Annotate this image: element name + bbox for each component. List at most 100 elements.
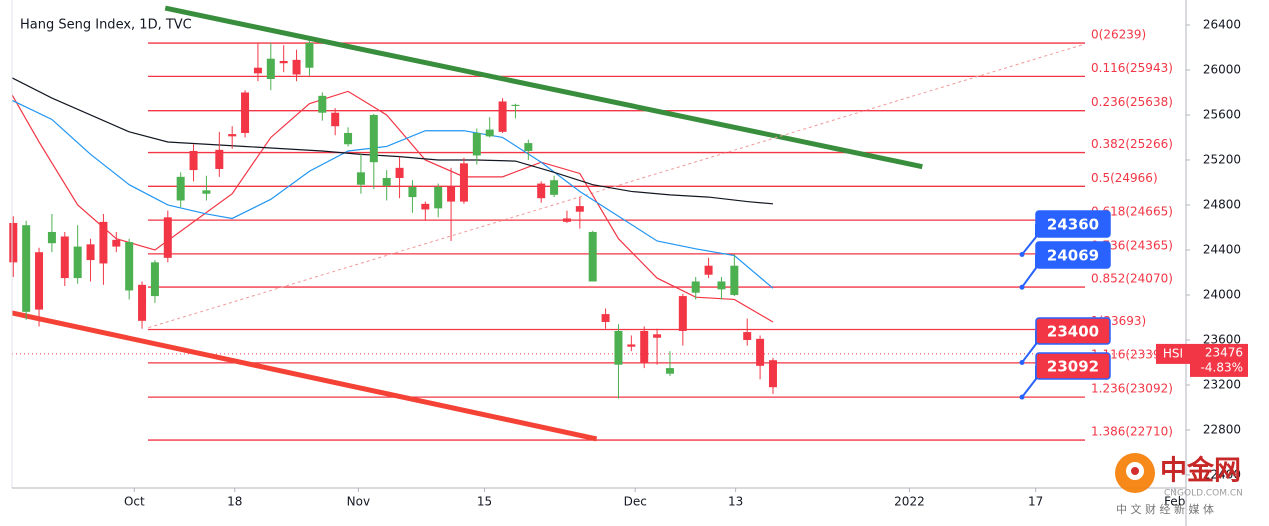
candle-body [562,218,571,222]
x-tick-label: 17 [1028,495,1043,509]
x-tick-label: Feb [1164,495,1185,509]
candle-body [369,114,378,163]
candle-body [524,143,533,151]
fib-label: 1.386(22710) [1091,425,1173,439]
candle-body [163,217,172,258]
y-tick-label: 24400 [1203,242,1241,256]
candle-body [344,132,353,145]
badge [1035,352,1111,380]
price-label-bg [1190,343,1248,377]
candle-body [266,58,275,79]
watermark: 中金网 CNGOLD.COM.CN 中 文 财 经 新 媒 体 [1115,453,1243,516]
candle-body [743,332,752,340]
candle-body [395,167,404,178]
x-tick-label: 2022 [894,495,925,509]
chart-title: Hang Seng Index, 1D, TVC [20,18,192,33]
x-tick-label: Dec [624,495,647,509]
candle-body [241,92,250,133]
candle-body [614,330,623,365]
y-tick-label: 22400 [1203,467,1241,481]
badge-text: 24069 [1047,247,1099,265]
y-tick-label: 25600 [1203,107,1241,121]
y-tick-label: 22800 [1203,422,1241,436]
fib-label: 0.618(24665) [1091,205,1173,219]
candle-body [588,231,597,282]
candle-body [498,101,507,132]
trendline [148,43,1085,329]
badge-anchor [1019,394,1025,400]
badge-text: 23400 [1047,323,1099,341]
candle-body [601,314,610,322]
candle-body [537,183,546,199]
candle-body [627,344,636,347]
candle-body [202,190,211,194]
badge-anchor [1019,251,1025,257]
candle-body [125,242,134,291]
badge [1035,210,1111,238]
logo-dot [1131,467,1139,475]
candle-body [279,60,288,64]
x-tick-label: Nov [347,495,370,509]
candle-body [138,284,147,321]
candle-body [485,129,494,137]
candle-body [640,330,649,363]
badge [1035,317,1111,345]
candle-body [215,149,224,169]
trendline [164,5,923,170]
y-tick-label: 23600 [1203,332,1241,346]
plot-area [9,5,1185,442]
candle-body [704,265,713,275]
candle-body [691,281,700,293]
watermark-url: CNGOLD.COM.CN [1164,489,1243,499]
candle-body [550,180,559,195]
candle-body [86,244,95,261]
x-tick-label: 18 [227,495,242,509]
candle-body [717,281,726,290]
fib-label: 0.736(24365) [1091,238,1173,252]
candle-body [22,225,31,312]
candle-body [382,177,391,186]
price-change: -4.83% [1201,360,1243,374]
candle-body [472,132,481,156]
candle-body [112,239,121,247]
y-tick-label: 24800 [1203,197,1241,211]
candle-body [99,221,108,264]
y-tick-label: 24000 [1203,287,1241,301]
y-tick-label: 26400 [1203,17,1241,31]
candle-body [459,163,468,202]
badge-text: 23092 [1047,358,1099,376]
candle-body [678,296,687,331]
fib-label: 1.116(23396) [1091,347,1173,361]
candle-body [730,265,739,295]
candle-body [421,203,430,210]
y-tick-label: 25200 [1203,152,1241,166]
symbol-label: HSI [1163,346,1183,360]
candle-body [318,95,327,113]
candle-body [47,231,56,244]
candle-body [150,262,159,297]
overlays: 0(26239) 0.116(25943) 0.236(25638) 0.382(25… [1019,28,1248,439]
fib-label: 0.116(25943) [1091,61,1173,75]
badge-text: 24360 [1047,216,1099,234]
price-label: 23476 [1205,345,1243,359]
fib-label: 0.852(24070) [1091,272,1173,286]
fib-label: 0.236(25638) [1091,95,1173,109]
y-tick-label: 23200 [1203,377,1241,391]
candle-body [665,368,674,374]
candle-body [253,67,262,74]
badge-anchor [1019,284,1025,290]
x-tick-label: 15 [477,495,492,509]
fib-label: 0.382(25266) [1091,137,1173,151]
candle-body [511,104,520,106]
candle-body [756,338,765,366]
candle-body [189,150,198,171]
moving-average [11,99,774,289]
candle-body [305,42,314,68]
badge-anchor [1019,359,1025,365]
trendline [11,310,598,442]
candle-body [434,186,443,209]
fib-label: 0(26239) [1091,28,1146,42]
y-tick-label: 26000 [1203,62,1241,76]
candle-body [73,246,82,279]
candle-body [768,360,777,388]
